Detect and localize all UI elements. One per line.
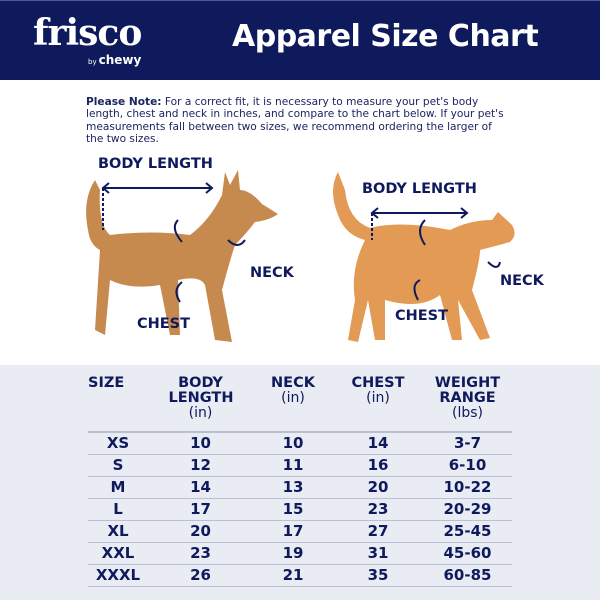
measurement-arrows <box>101 182 501 303</box>
cat-image <box>333 172 515 342</box>
table-row: XL 20 17 27 25-45 <box>88 520 512 543</box>
table-row: S 12 11 16 6-10 <box>88 454 512 477</box>
size-chart-table: SIZE BODY LENGTH (in) NECK (in) CHEST (in) … <box>88 376 512 587</box>
dog-chest-label: CHEST <box>137 316 191 332</box>
page-title: Apparel Size Chart <box>232 19 539 54</box>
table-row: M 14 13 20 10-22 <box>88 476 512 499</box>
cat-neck-label: NECK <box>500 273 544 289</box>
header-chest: CHEST (in) <box>333 376 423 433</box>
cat-chest-label: CHEST <box>395 308 449 324</box>
header-size: SIZE <box>88 376 148 433</box>
table-row: XXXL 26 21 35 60-85 <box>88 564 512 587</box>
header-body-length: BODY LENGTH (in) <box>148 376 253 433</box>
table-row: L 17 15 23 20-29 <box>88 498 512 521</box>
dog-neck-label: NECK <box>250 265 294 281</box>
fit-note: Please Note: For a correct fit, it is ne… <box>86 96 504 145</box>
pet-measurement-illustration: BODY LENGTH NECK CHEST BODY LENGTH NECK … <box>0 150 600 365</box>
table-row: XS 10 10 14 3-7 <box>88 432 512 455</box>
frisco-logo: frisco by chewy <box>33 12 142 67</box>
table-row: XXL 23 19 31 45-60 <box>88 542 512 565</box>
cat-body-length-label: BODY LENGTH <box>362 181 477 197</box>
dog-image <box>86 170 279 342</box>
header-weight-range: WEIGHT RANGE (lbs) <box>423 376 512 433</box>
header-neck: NECK (in) <box>253 376 333 433</box>
header-banner: frisco by chewy Apparel Size Chart <box>0 0 600 80</box>
table-header-row: SIZE BODY LENGTH (in) NECK (in) CHEST (in) … <box>88 376 512 433</box>
dog-body-length-label: BODY LENGTH <box>98 156 213 172</box>
